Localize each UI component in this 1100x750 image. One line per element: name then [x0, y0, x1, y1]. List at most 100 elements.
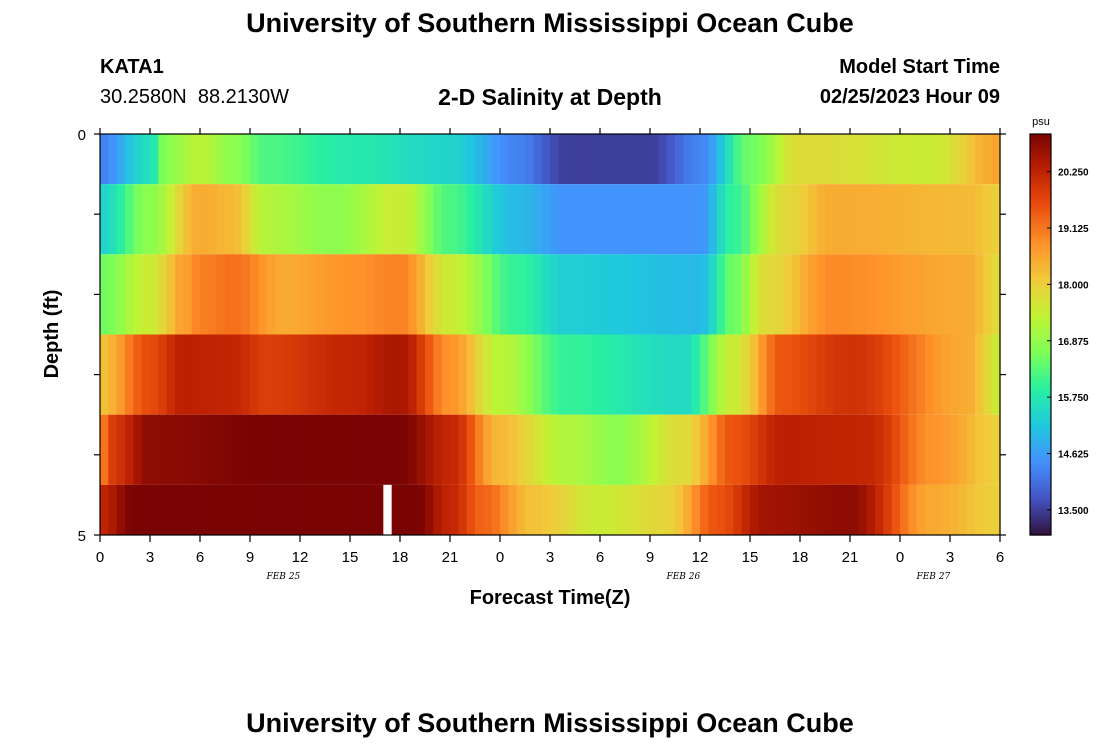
y-tick-label: 5: [78, 528, 86, 545]
heatmap-cell: [350, 414, 359, 485]
x-tick-label: 0: [896, 549, 904, 566]
heatmap-cell: [608, 184, 618, 255]
heatmap-cell: [783, 184, 793, 255]
heatmap-cell: [891, 134, 901, 185]
heatmap-cell: [216, 414, 226, 485]
heatmap-cell: [258, 414, 268, 485]
heatmap-cell: [150, 254, 159, 335]
heatmap-cell: [508, 134, 518, 185]
heatmap-cell: [325, 134, 334, 185]
heatmap-cell: [808, 134, 818, 185]
heatmap-cell: [400, 484, 409, 536]
heatmap-cell: [850, 414, 859, 485]
heatmap-cell: [208, 334, 218, 415]
heatmap-cell: [291, 254, 301, 335]
heatmap-cell: [233, 184, 243, 255]
heatmap-cell: [741, 134, 751, 185]
colorbar-segment: [1030, 528, 1051, 533]
heatmap-cell: [750, 334, 759, 415]
heatmap-cell: [966, 334, 976, 415]
heatmap-cell: [666, 484, 676, 536]
colorbar-segment: [1030, 277, 1051, 282]
heatmap-cell: [466, 334, 476, 415]
heatmap-cell: [983, 254, 993, 335]
heatmap-cell: [891, 414, 901, 485]
heatmap-cell: [791, 484, 801, 536]
heatmap-cell: [616, 484, 626, 536]
heatmap-cell: [433, 134, 443, 185]
colorbar-segment: [1030, 200, 1051, 205]
colorbar-segment: [1030, 327, 1051, 332]
colorbar-segment: [1030, 174, 1051, 179]
heatmap-cell: [283, 334, 293, 415]
heatmap-cell: [633, 184, 643, 255]
heatmap-cell: [766, 134, 776, 185]
heatmap-cell: [533, 414, 543, 485]
colorbar-segment: [1030, 247, 1051, 252]
heatmap-cell: [675, 334, 684, 415]
colorbar-segment: [1030, 260, 1051, 265]
heatmap-cell: [483, 184, 493, 255]
heatmap-cell: [158, 184, 168, 255]
heatmap-cell: [541, 134, 551, 185]
x-tick-label: 0: [96, 549, 104, 566]
heatmap-cell: [658, 414, 668, 485]
heatmap-cell: [775, 254, 784, 335]
heatmap-cell: [775, 414, 784, 485]
heatmap-cell: [525, 184, 534, 255]
heatmap-cell: [341, 184, 351, 255]
heatmap-cell: [458, 254, 468, 335]
heatmap-cell: [583, 184, 593, 255]
heatmap-cell: [900, 484, 909, 536]
heatmap-cell: [325, 184, 334, 255]
heatmap-cell: [508, 334, 518, 415]
heatmap-cell: [716, 184, 726, 255]
heatmap-cell: [225, 414, 234, 485]
heatmap-cell: [883, 254, 893, 335]
heatmap-cell: [391, 134, 401, 185]
heatmap-cell: [558, 184, 568, 255]
heatmap-cell: [941, 254, 951, 335]
heatmap-cell: [366, 414, 376, 485]
colorbar-tick-label: 13.500: [1058, 506, 1089, 517]
heatmap-cell: [666, 414, 676, 485]
heatmap-cell: [141, 334, 151, 415]
heatmap-cell: [100, 134, 109, 185]
heatmap-cell: [275, 334, 284, 415]
colorbar-segment: [1030, 357, 1051, 362]
heatmap-cell: [600, 184, 609, 255]
heatmap-cell: [375, 254, 384, 335]
heatmap-cell: [783, 334, 793, 415]
heatmap-cell: [950, 484, 959, 536]
heatmap-cell: [758, 334, 768, 415]
heatmap-cell: [300, 134, 309, 185]
heatmap-cell: [316, 334, 326, 415]
heatmap-cell: [833, 414, 843, 485]
heatmap-cell: [508, 414, 518, 485]
heatmap-cell: [408, 184, 418, 255]
heatmap-cell: [316, 414, 326, 485]
heatmap-cell: [966, 414, 976, 485]
heatmap-cell: [558, 484, 568, 536]
heatmap-cell: [933, 334, 943, 415]
heatmap-cell: [525, 334, 534, 415]
heatmap-cell: [791, 184, 801, 255]
heatmap-cell: [841, 134, 851, 185]
heatmap-cell: [166, 334, 176, 415]
heatmap-cell: [941, 414, 951, 485]
heatmap-cell: [558, 254, 568, 335]
colorbar-segment: [1030, 304, 1051, 309]
colorbar-segment: [1030, 431, 1051, 436]
heatmap-cell: [616, 414, 626, 485]
heatmap-cell: [500, 484, 509, 536]
heatmap-cell: [275, 254, 284, 335]
heatmap-cell: [391, 484, 401, 536]
heatmap-cell: [866, 334, 876, 415]
heatmap-cell: [483, 134, 493, 185]
heatmap-cell: [408, 334, 418, 415]
heatmap-cell: [716, 334, 726, 415]
heatmap-cell: [383, 414, 393, 485]
heatmap-cell: [433, 414, 443, 485]
heatmap-cell: [800, 484, 809, 536]
heatmap-cell: [658, 134, 668, 185]
